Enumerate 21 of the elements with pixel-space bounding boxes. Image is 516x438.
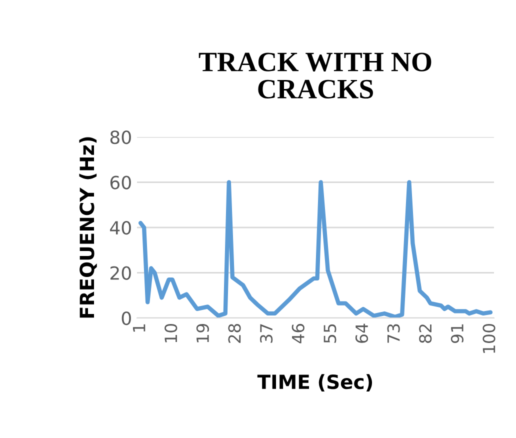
- x-tick-label: 91: [450, 324, 464, 344]
- x-tick-label: 64: [355, 324, 368, 343]
- y-axis-title: FREQUENCY (Hz): [79, 137, 97, 318]
- line-series: [138, 180, 493, 318]
- chart-title: TRACK WITH NO CRACKS: [198, 52, 432, 99]
- x-tick-label: 10: [164, 324, 178, 342]
- x-tick-label: 73: [387, 324, 400, 343]
- y-tick-label: 0: [122, 311, 131, 326]
- x-tick-label: 82: [419, 324, 432, 343]
- y-tick-label: 80: [110, 130, 131, 144]
- x-axis-title: TIME (Sec): [257, 374, 372, 392]
- x-tick-label: 55: [324, 324, 336, 343]
- x-tick-label: 1: [132, 324, 146, 332]
- x-tick-label: 28: [228, 324, 241, 343]
- y-tick-label: 40: [110, 220, 131, 235]
- x-tick-label: 100: [482, 324, 496, 353]
- x-tick-label: 37: [260, 324, 273, 343]
- x-tick-label: 19: [196, 324, 209, 342]
- y-tick-label: 60: [110, 176, 131, 190]
- x-tick-label: 46: [292, 324, 304, 344]
- y-tick-label: 20: [110, 266, 131, 280]
